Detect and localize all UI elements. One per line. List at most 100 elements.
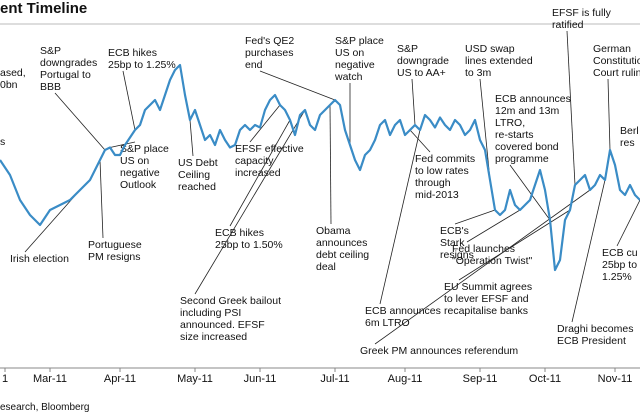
annotation-text: US on (335, 47, 364, 59)
annotation-text: downgrade (397, 55, 449, 67)
annotation-text: recapitalise banks (444, 305, 528, 317)
annotation-text: capacity (235, 155, 274, 167)
annotation-text: ratified (552, 19, 584, 31)
annotation-leader (122, 70, 136, 131)
annotation-text: Greek PM announces referendum (360, 345, 518, 357)
annotation-text: Fed's QE2 (245, 35, 294, 47)
annotation-text: US on (120, 155, 149, 167)
annotation-text: end (245, 59, 263, 71)
annotation-text: US to AA+ (397, 67, 446, 79)
annotation-leader (229, 119, 291, 227)
annotation-leader (479, 78, 491, 181)
annotation-text: LTRO, (495, 117, 525, 129)
annotation-text: through (415, 177, 451, 189)
annotation-leader (379, 129, 421, 305)
x-tick-label: Nov-11 (598, 373, 633, 385)
annotation-leader (259, 70, 336, 101)
annotation-leader (571, 179, 606, 323)
annotation-text: to 3m (465, 67, 492, 79)
annotation-leader (607, 78, 611, 151)
annotation-text: Fed launches (452, 243, 515, 255)
annotation-leader (411, 78, 416, 126)
annotation-text: ECB's (440, 225, 469, 237)
annotation-text: covered bond (495, 141, 559, 153)
annotation-text: Ceiling (178, 169, 210, 181)
annotation-leader (99, 159, 104, 239)
annotation-text: 12m and 13m (495, 105, 559, 117)
annotation-text: reached (178, 181, 216, 193)
annotation-text: size increased (180, 331, 247, 343)
annotation-text: to lever EFSF and (444, 293, 529, 305)
annotation-text: 25bp to 1.25% (108, 59, 176, 71)
annotation-text: announced. EFSF (180, 319, 265, 331)
annotation-text: including PSI (180, 307, 241, 319)
annotation-text: negative (335, 59, 375, 71)
annotation-leader (616, 199, 640, 247)
annotation-text: announces (316, 237, 367, 249)
annotation: GermanConstitutionCourt rulin (593, 43, 640, 79)
annotation-text: Draghi becomes (557, 323, 633, 335)
annotation: ased,0bn (0, 67, 26, 91)
annotation-text: Fed commits (415, 153, 475, 165)
annotation-text: negative (120, 167, 160, 179)
annotation-leader (249, 104, 281, 143)
annotation-text: Stark (440, 237, 465, 249)
annotation-text: deal (316, 261, 336, 273)
annotation-text: re-starts (495, 129, 534, 141)
annotation-text: res (620, 137, 635, 149)
annotation-text: Second Greek bailout (180, 295, 281, 307)
annotation-text: Irish election (10, 253, 69, 265)
annotation-leader (189, 119, 194, 157)
annotation-text: German (593, 43, 631, 55)
annotation-text: S&P (397, 43, 418, 55)
annotation: Irish election (10, 253, 69, 265)
annotation-text: Portuguese (88, 239, 142, 251)
chart-title: ent Timeline (0, 0, 87, 17)
annotation-text: S&P place (335, 35, 384, 47)
x-tick-label: 1 (2, 373, 8, 385)
annotation-text: mid-2013 (415, 189, 459, 201)
annotation: s (0, 136, 5, 148)
annotation-text: resigns (440, 249, 474, 261)
annotation-leader (109, 141, 136, 148)
x-tick-label: Jul-11 (320, 373, 349, 385)
annotation-leader (194, 109, 306, 295)
annotation-leader (466, 209, 521, 243)
x-tick-label: Oct-11 (529, 373, 561, 385)
annotation-text: ECB hikes (215, 227, 264, 239)
annotation-leader (329, 104, 332, 225)
annotation-text: ECB President (557, 335, 626, 347)
annotation-text: purchases (245, 47, 293, 59)
annotation-text: BBB (40, 81, 61, 93)
annotation-text: Portugal to (40, 69, 91, 81)
annotation-text: Outlook (120, 179, 157, 191)
annotation-text: lines extended (465, 55, 533, 67)
source: esearch, Bloomberg (0, 402, 90, 413)
annotation-text: watch (334, 71, 363, 83)
annotation-leader (409, 129, 431, 153)
x-tick-label: Jun-11 (244, 373, 277, 385)
annotation-text: ECB hikes (108, 47, 157, 59)
annotation-text: ECB announces (495, 93, 571, 105)
annotation-text: S&P (40, 45, 61, 57)
x-tick-label: Aug-11 (388, 373, 423, 385)
x-tick-label: May-11 (177, 373, 213, 385)
